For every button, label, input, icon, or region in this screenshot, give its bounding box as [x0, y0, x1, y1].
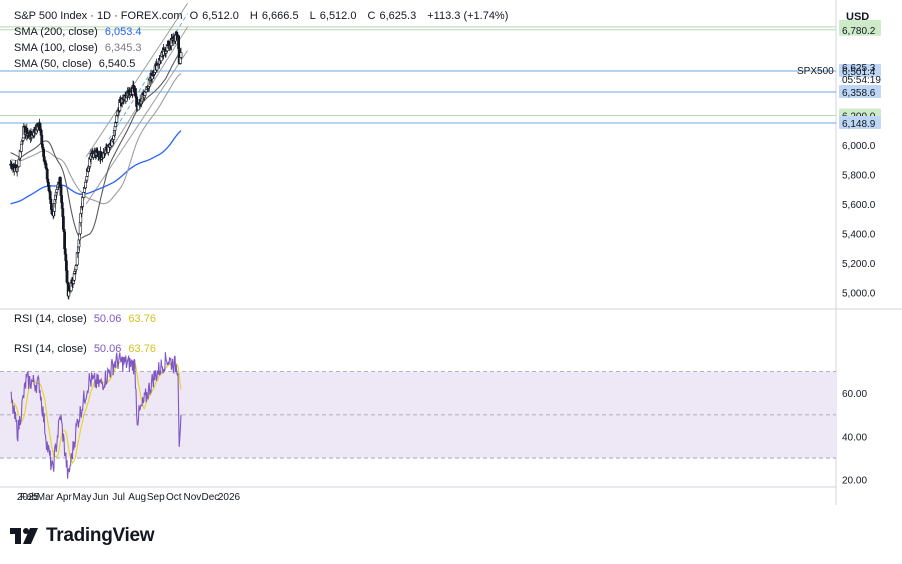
candle-body [82, 192, 86, 198]
candle-body [46, 178, 50, 183]
time-tick-label: Sep [147, 492, 165, 503]
rsi-ma-value: 63.76 [128, 343, 156, 355]
chart-canvas[interactable]: 5,000.0 5,200.0 5,400.0 5,600.0 5,800.0 6,000… [0, 0, 902, 520]
rsi-value: 50.06 [93, 313, 122, 325]
legend-sma200[interactable]: SMA (200, close) 6,053.4 [14, 26, 146, 38]
sma200-line [10, 130, 182, 205]
time-tick-label: Apr [56, 492, 72, 503]
rsi-tick-label: 60.00 [842, 389, 867, 400]
channel-lower-line [85, 50, 189, 205]
time-tick-label: Feb [20, 492, 38, 503]
rsi-tick-label: 40.00 [842, 432, 867, 443]
price-tick-label: 5,000.0 [842, 289, 876, 300]
rsi-tick-label: 20.00 [842, 476, 867, 487]
tag-6148-bg [839, 116, 881, 130]
sma200-value: 6,053.4 [104, 26, 142, 38]
time-tick-label: 2026 [218, 492, 241, 503]
time-tick-label: May [73, 492, 92, 503]
rsi-value: 50.06 [93, 343, 122, 355]
time-tick-label: Oct [166, 492, 182, 503]
price-tick-label: 5,600.0 [842, 200, 876, 211]
candle-body [179, 52, 183, 58]
candle-body [74, 265, 78, 270]
symbol-label: SPX500 [797, 66, 834, 77]
legend-rsi-2[interactable]: RSI (14, close) 50.06 63.76 [14, 343, 160, 355]
tradingview-logo-icon [10, 528, 38, 544]
candle [179, 47, 183, 60]
open-label: O [189, 10, 199, 22]
candle-body [65, 260, 68, 271]
tag-6358-bg [839, 85, 881, 99]
high-value: 6,666.5 [261, 10, 299, 22]
sma50-value: 6,540.5 [98, 58, 136, 70]
legend-close: C 6,625.3 [368, 10, 421, 22]
legend-low: L 6,512.0 [310, 10, 361, 22]
rsi-label: RSI (14, close) [14, 343, 87, 355]
tag-6501: 6,501.4 [842, 67, 876, 78]
close-label: C [367, 10, 376, 22]
sma50-line [10, 52, 182, 239]
tag-6148: 6,148.9 [842, 119, 876, 130]
candle-body [60, 195, 64, 203]
price-tick-label: 5,400.0 [842, 230, 876, 241]
tag-6501-bg [839, 63, 881, 77]
time-tick-label: 2025 [17, 492, 40, 503]
open-value: 6,512.0 [202, 10, 239, 22]
channel-upper-line [85, 2, 189, 158]
currency-button[interactable]: USD [846, 11, 870, 23]
time-tick-label: Mar [37, 492, 55, 503]
countdown-label: 05:54:19 [842, 75, 881, 86]
channel-dashed-line [108, 13, 189, 140]
tradingview-logo[interactable]: TradingView [10, 525, 155, 547]
last-price-label: 6,625.3 [842, 63, 876, 74]
sma100-line [10, 73, 182, 205]
sma100-label: SMA (100, close) [14, 42, 98, 54]
candle-body [81, 196, 85, 207]
time-tick-label: Nov [184, 492, 202, 503]
price-tick-label: 5,200.0 [842, 259, 876, 270]
low-label: L [309, 10, 316, 22]
price-tick-label: 5,800.0 [842, 171, 876, 182]
rsi-label: RSI (14, close) [14, 313, 87, 325]
high-label: H [249, 10, 258, 22]
legend-title: S&P 500 Index · 1D · FOREX.com [14, 10, 183, 22]
close-value: 6,625.3 [379, 10, 417, 22]
tag-6780: 6,780.2 [842, 26, 876, 37]
time-tick-label: Jul [112, 492, 125, 503]
legend-open: O 6,512.0 [190, 10, 243, 22]
time-tick-label: Jun [93, 492, 109, 503]
brand-name: TradingView [46, 525, 155, 546]
legend-high: H 6,666.5 [250, 10, 303, 22]
sma100-value: 6,345.3 [104, 42, 142, 54]
price-tick-label: 6,000.0 [842, 141, 876, 152]
candle-body [115, 114, 119, 123]
legend-change: +113.3 (+1.74%) [427, 10, 509, 22]
legend-sma100[interactable]: SMA (100, close) 6,345.3 [14, 42, 146, 54]
candle-body [63, 231, 67, 250]
sma50-label: SMA (50, close) [14, 58, 92, 70]
candle-body [61, 216, 65, 230]
candle-body [19, 143, 23, 152]
candle-body [140, 98, 144, 102]
legend-title-row: S&P 500 Index · 1D · FOREX.com O 6,512.0 … [14, 10, 512, 22]
tag-6780-bg [839, 22, 881, 36]
legend-sma50[interactable]: SMA (50, close) 6,540.5 [14, 58, 139, 70]
rsi-ma-value: 63.76 [128, 313, 156, 325]
low-value: 6,512.0 [319, 10, 357, 22]
rsi-line [10, 352, 182, 479]
candle-body [65, 270, 69, 283]
time-tick-label: Dec [202, 492, 220, 503]
time-tick-label: Aug [128, 492, 146, 503]
tag-6358: 6,358.6 [842, 88, 876, 99]
candle-body [47, 185, 51, 192]
sma200-label: SMA (200, close) [14, 26, 98, 38]
legend-rsi-1[interactable]: RSI (14, close) 50.06 63.76 [14, 313, 160, 325]
chart-area[interactable]: 5,000.0 5,200.0 5,400.0 5,600.0 5,800.0 6,000… [0, 0, 902, 520]
candle-body [85, 176, 89, 181]
